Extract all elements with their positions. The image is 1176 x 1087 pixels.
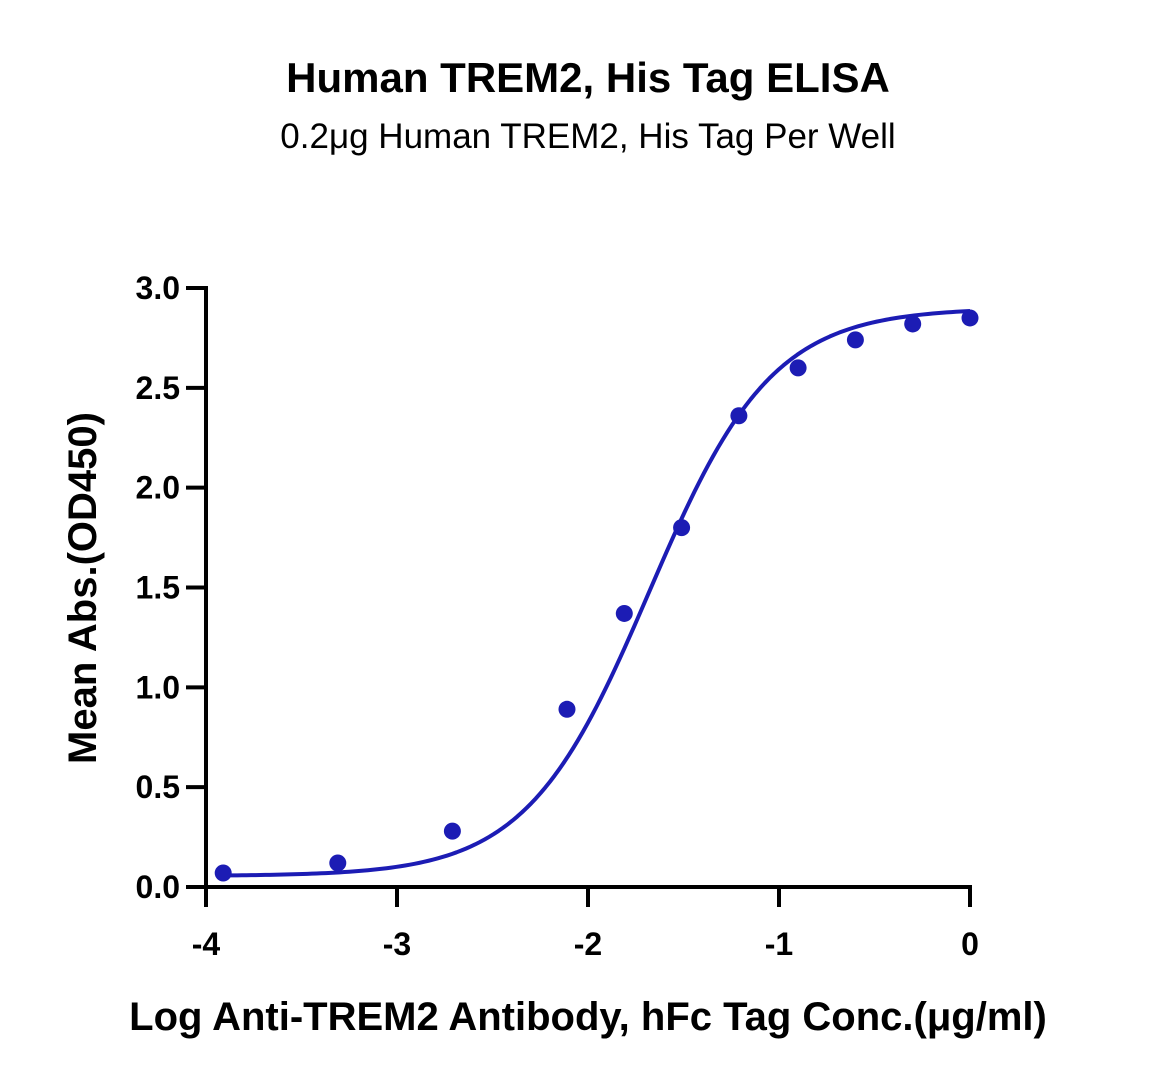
data-points <box>214 309 979 882</box>
data-point <box>558 700 576 718</box>
data-point <box>789 359 807 377</box>
chart-axes <box>204 286 972 889</box>
y-tick-label: 0.5 <box>136 769 180 805</box>
y-tick-label: 2.0 <box>136 470 180 506</box>
data-point <box>730 407 748 425</box>
x-tick-label: -1 <box>765 926 793 962</box>
x-tick-label: -4 <box>192 926 221 962</box>
y-tick-label: 1.5 <box>136 570 180 606</box>
fit-curve-group <box>223 309 971 878</box>
chart-ticks: 0.0 0.5 1.0 1.5 2.0 2.5 3.0 -4 -3 -2 -1 0 <box>136 270 979 962</box>
data-point <box>214 864 232 882</box>
chart-subtitle: 0.2μg Human TREM2, His Tag Per Well <box>280 117 896 156</box>
data-point <box>329 854 347 872</box>
x-tick-label: 0 <box>961 926 979 962</box>
data-point <box>904 315 922 333</box>
x-tick-label: -3 <box>383 926 411 962</box>
data-point <box>961 309 979 327</box>
y-tick-label: 1.0 <box>136 669 180 705</box>
x-tick-label: -2 <box>574 926 602 962</box>
x-axis-title: Log Anti-TREM2 Antibody, hFc Tag Conc.(μ… <box>129 995 1047 1039</box>
data-point <box>443 822 461 840</box>
y-axis-title: Mean Abs.(OD450) <box>61 412 105 764</box>
y-tick-label: 0.0 <box>136 869 180 905</box>
fit-curve <box>223 309 971 878</box>
data-point <box>673 519 691 537</box>
data-point <box>846 331 864 349</box>
y-tick-label: 2.5 <box>136 370 180 406</box>
y-tick-label: 3.0 <box>136 270 180 306</box>
data-point <box>615 604 633 622</box>
chart-title: Human TREM2, His Tag ELISA <box>286 54 890 101</box>
